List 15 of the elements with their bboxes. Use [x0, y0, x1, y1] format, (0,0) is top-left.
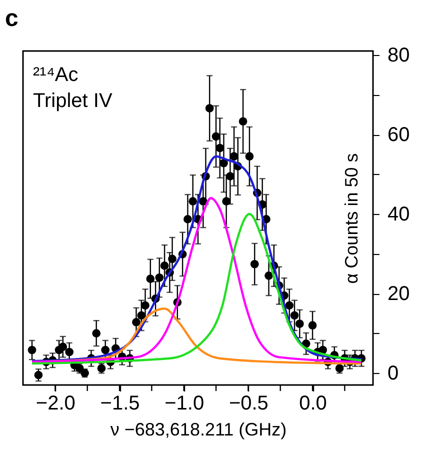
y-tick-label: 40 [388, 204, 410, 226]
annotation: Triplet IV [33, 90, 113, 112]
y-tick-label: 0 [388, 362, 399, 385]
x-axis-title: ν −683,618.211 (GHz) [110, 420, 287, 440]
y-tick-label: 60 [388, 124, 410, 146]
annotation: ²¹⁴Ac [33, 64, 78, 86]
x-tick-label: 0.0 [299, 392, 327, 414]
x-tick-label: −1.5 [100, 392, 140, 414]
y-tick-label: 20 [388, 283, 410, 306]
x-tick-label: −2.0 [36, 392, 76, 414]
x-tick-label: −0.5 [228, 392, 268, 414]
y-tick-label: 80 [388, 44, 410, 66]
y-axis-title: α Counts in 50 s [342, 153, 362, 284]
x-tick-label: −1.0 [164, 392, 204, 414]
chart-title: c [5, 4, 18, 32]
